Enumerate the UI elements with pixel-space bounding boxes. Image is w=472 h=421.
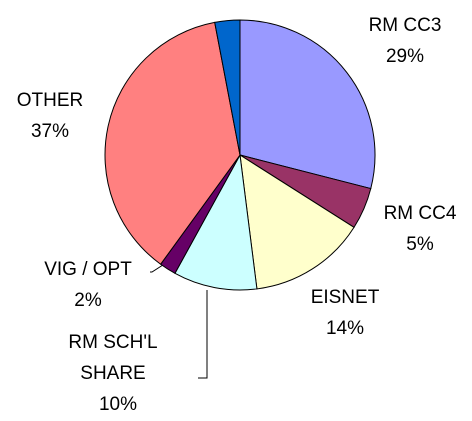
category-label: RM SCH'L SHARE [68,332,158,384]
pie-slice [174,153,258,291]
value-label: 10% [98,394,138,415]
leader-line [150,262,167,273]
slice-label: RM CC4 5% [365,198,472,260]
leader-line [198,290,208,379]
slice-label: VIG / OPT 2% [33,254,143,316]
category-label: VIG / OPT [44,259,132,280]
value-label: 37% [30,121,70,142]
pie-slice [239,154,355,290]
value-label: 5% [406,234,434,255]
pie-slice [104,21,241,265]
pie-slice [239,19,376,190]
value-label: 2% [74,290,102,311]
slice-label: EISNET 14% [290,282,400,344]
category-label: EISNET [310,287,380,308]
slice-label: RM CC3 29% [350,10,460,72]
value-label: 14% [325,318,365,339]
category-label: RM CC4 [383,203,457,224]
slice-label: OTHER 37% [0,85,105,147]
value-label: 29% [385,46,425,67]
slice-label: RM SCH'L SHARE 10% [63,327,173,420]
category-label: RM CC3 [368,15,442,36]
category-label: OTHER [16,90,84,111]
pie-slice [214,19,241,156]
